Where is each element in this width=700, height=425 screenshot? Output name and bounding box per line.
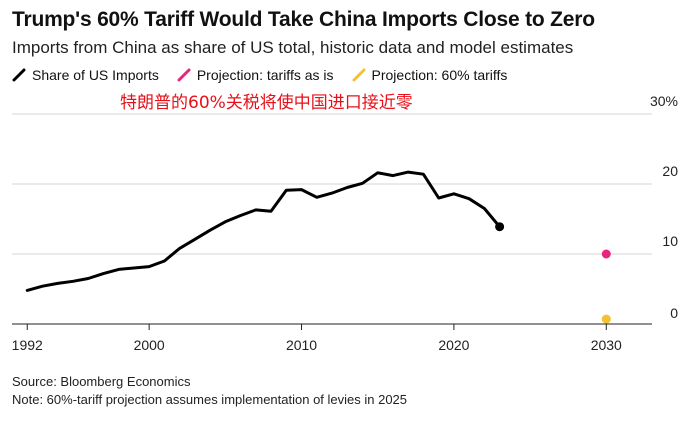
chinese-annotation: 特朗普的60%关税将使中国进口接近零 [120, 93, 413, 113]
projection-point [601, 314, 611, 324]
y-tick-label: 30% [650, 93, 678, 109]
legend: Share of US Imports Projection: tariffs … [12, 67, 525, 83]
legend-line-icon [352, 68, 366, 82]
footer: Source: Bloomberg Economics Note: 60%-ta… [12, 373, 407, 409]
x-tick-label: 2010 [286, 337, 317, 353]
legend-label: Projection: tariffs as is [196, 67, 334, 83]
legend-label: Share of US Imports [32, 67, 159, 83]
y-tick-label: 10 [662, 233, 678, 249]
legend-label: Projection: 60% tariffs [371, 67, 508, 83]
chart-subtitle: Imports from China as share of US total,… [12, 38, 574, 57]
source-note: Source: Bloomberg Economics [12, 374, 191, 389]
series-end-point [495, 222, 505, 232]
x-tick-label: 2000 [134, 337, 165, 353]
legend-item-history: Share of US Imports [12, 67, 159, 83]
x-tick-label: 2030 [591, 337, 622, 353]
y-tick-label: 20 [662, 163, 678, 179]
legend-item-tariffs-as-is: Projection: tariffs as is [177, 67, 334, 83]
methodology-note: Note: 60%-tariff projection assumes impl… [12, 392, 408, 407]
projection-point [601, 249, 611, 259]
x-tick-label: 1992 [12, 337, 43, 353]
legend-item-60-tariffs: Projection: 60% tariffs [352, 67, 508, 83]
x-tick-label: 2020 [438, 337, 469, 353]
chart-title: Trump's 60% Tariff Would Take China Impo… [12, 8, 595, 31]
y-tick-label: 0 [670, 305, 678, 321]
legend-line-icon [177, 68, 191, 82]
series-line [25, 170, 502, 292]
legend-line-icon [12, 68, 26, 82]
